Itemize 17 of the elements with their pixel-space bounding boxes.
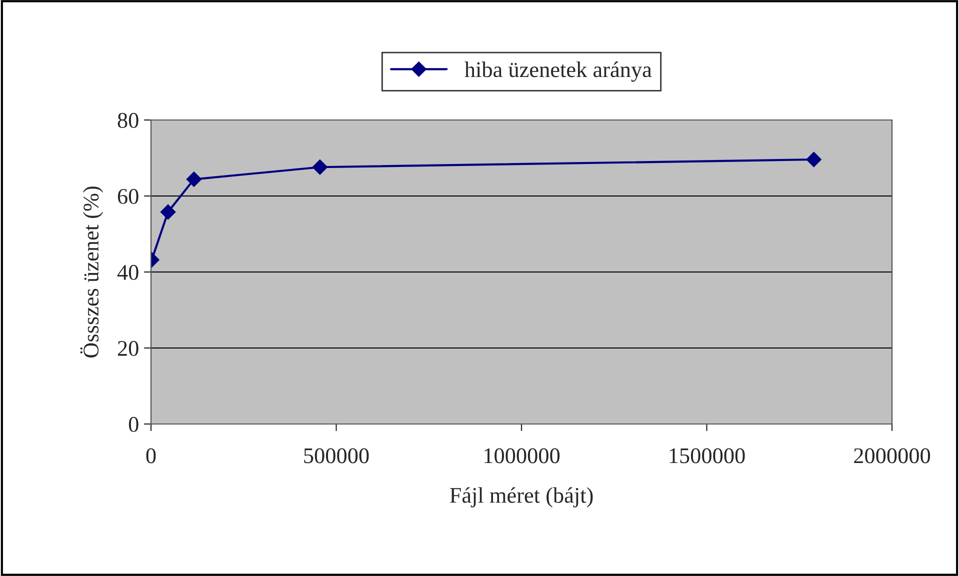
y-tick-label: 0	[128, 416, 138, 432]
legend-label: hiba üzenetek aránya	[464, 62, 652, 82]
point	[312, 160, 328, 175]
y-axis-title: Össszes üzenet (%)	[80, 186, 104, 358]
x-axis-title: Fájl méret (bájt)	[450, 487, 593, 508]
x-tick-label: 1000000	[484, 448, 560, 464]
y-tick-label: 40	[117, 264, 138, 280]
point	[806, 152, 822, 168]
x-tick-label: 0	[146, 448, 156, 464]
point	[160, 204, 176, 220]
x-tick-label: 500000	[304, 448, 369, 464]
y-tick-label: 80	[118, 112, 138, 128]
point	[186, 172, 202, 187]
x-tick-label: 1500000	[670, 448, 745, 464]
y-tick-label: 60	[118, 188, 138, 204]
y-tick-label: 20	[118, 340, 138, 356]
x-tick-label: 2000000	[854, 448, 930, 464]
